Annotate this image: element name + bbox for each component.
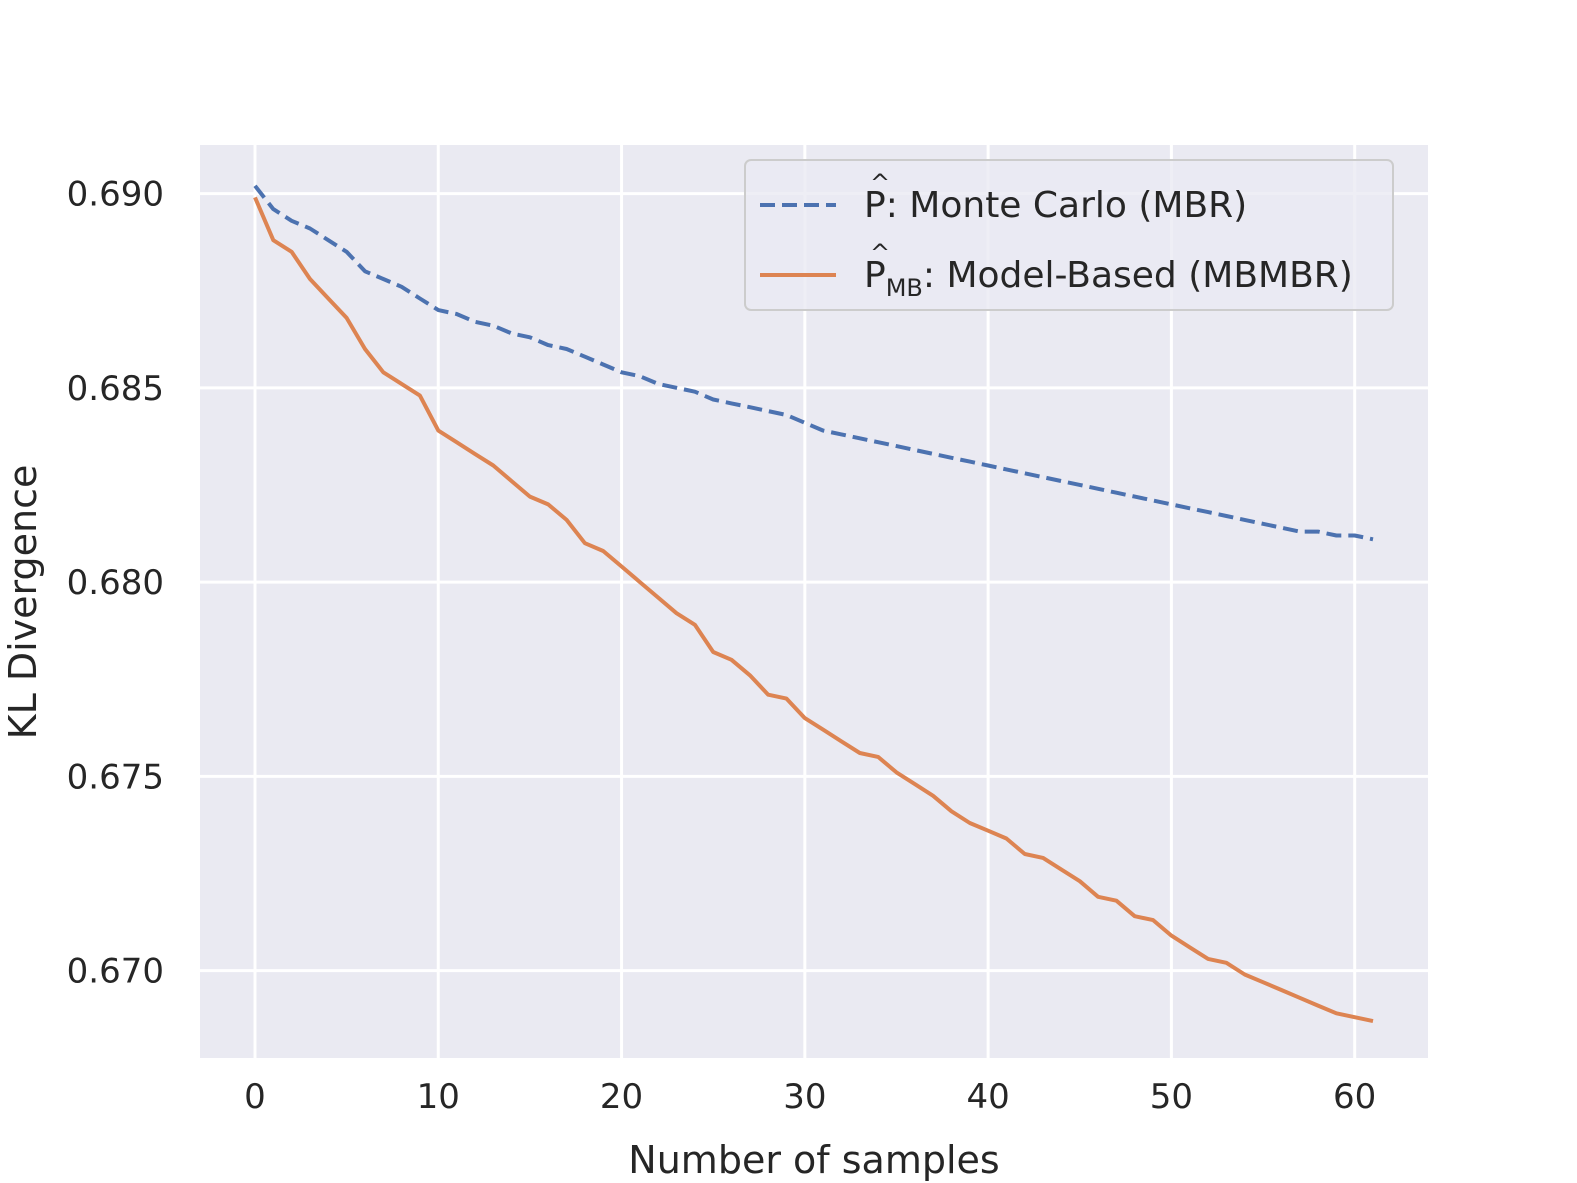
y-axis-label: KL Divergence — [1, 465, 45, 740]
x-tick-label: 20 — [600, 1077, 643, 1117]
y-tick-label: 0.690 — [67, 175, 164, 215]
legend-hat-glyph: ^ — [870, 169, 890, 197]
x-tick-label: 40 — [966, 1077, 1009, 1117]
x-tick-label: 60 — [1333, 1077, 1376, 1117]
legend-entry-label: P: Monte Carlo (MBR) — [864, 185, 1247, 226]
y-tick-label: 0.680 — [67, 563, 164, 603]
y-tick-label: 0.685 — [67, 369, 164, 409]
y-tick-label: 0.675 — [67, 757, 164, 797]
x-tick-labels: 0 10 20 30 40 50 60 — [244, 1077, 1376, 1117]
legend-entry-label: PMB: Model-Based (MBMBR) — [864, 255, 1353, 302]
gridlines — [200, 145, 1428, 1058]
series-line-0 — [253, 184, 1374, 542]
x-tick-label: 0 — [244, 1077, 266, 1117]
series-line-1 — [253, 196, 1374, 1024]
series-lines — [253, 184, 1374, 1024]
x-tick-label: 50 — [1150, 1077, 1193, 1117]
y-tick-label: 0.670 — [67, 952, 164, 992]
legend-hat-glyph: ^ — [870, 239, 890, 267]
legend: P: Monte Carlo (MBR)^PMB: Model-Based (M… — [744, 159, 1394, 311]
x-axis-label: Number of samples — [628, 1138, 999, 1182]
legend-box — [744, 159, 1394, 311]
x-tick-label: 10 — [417, 1077, 460, 1117]
y-tick-labels: 0.670 0.675 0.680 0.685 0.690 — [67, 175, 164, 992]
x-tick-label: 30 — [783, 1077, 826, 1117]
